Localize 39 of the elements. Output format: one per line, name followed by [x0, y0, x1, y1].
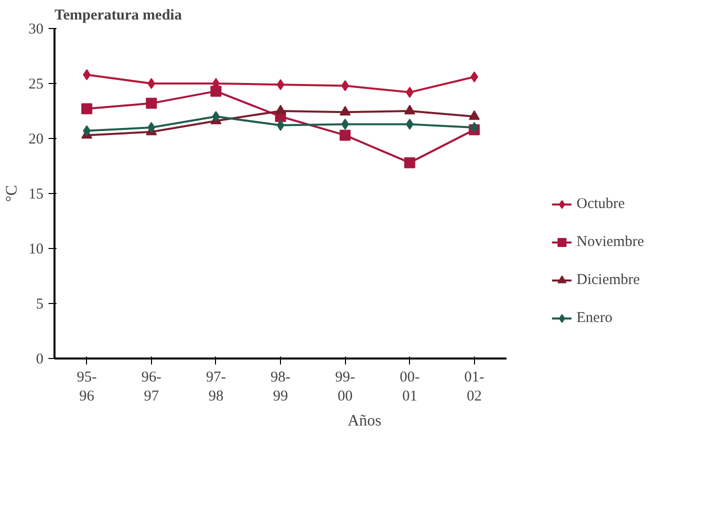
point: [146, 98, 157, 109]
y-tick-label: 0: [36, 352, 44, 368]
x-tick-label: 96- 97: [141, 370, 162, 405]
point: [275, 104, 286, 114]
x-tick-label: 00- 01: [400, 370, 420, 405]
point: [82, 69, 91, 80]
point: [406, 86, 414, 98]
legend-label: Octubre: [576, 196, 625, 212]
point: [470, 122, 478, 133]
x-tick-label: 98- 99: [270, 370, 291, 405]
point: [470, 71, 478, 82]
x-axis-title: Años: [348, 412, 382, 430]
point: [340, 130, 351, 141]
point: [404, 157, 416, 168]
y-tick-label: 25: [28, 76, 44, 92]
y-tick-label: 5: [36, 296, 44, 312]
legend-label: Enero: [576, 310, 612, 326]
legend-label: Diciembre: [576, 272, 640, 288]
y-tick-label: 10: [28, 242, 44, 258]
y-tick-label: 15: [28, 186, 44, 202]
y-axis-title: °C: [4, 184, 20, 202]
point: [210, 86, 222, 97]
point: [148, 78, 156, 89]
point: [404, 104, 416, 114]
legend-label: Noviembre: [576, 234, 644, 250]
x-tick-label: 99- 00: [335, 370, 356, 405]
y-tick-label: 20: [28, 132, 44, 148]
x-tick-label: 01- 02: [464, 370, 484, 405]
x-tick-label: 95- 96: [76, 370, 97, 405]
point: [340, 106, 351, 116]
y-tick-label: 30: [28, 22, 44, 38]
point: [148, 122, 156, 133]
x-tick-label: 97- 98: [206, 370, 226, 405]
point: [406, 118, 414, 130]
point: [82, 125, 91, 136]
point: [212, 111, 220, 122]
point: [81, 103, 92, 114]
chart-title: Temperatura media: [54, 8, 182, 24]
point: [468, 110, 480, 120]
